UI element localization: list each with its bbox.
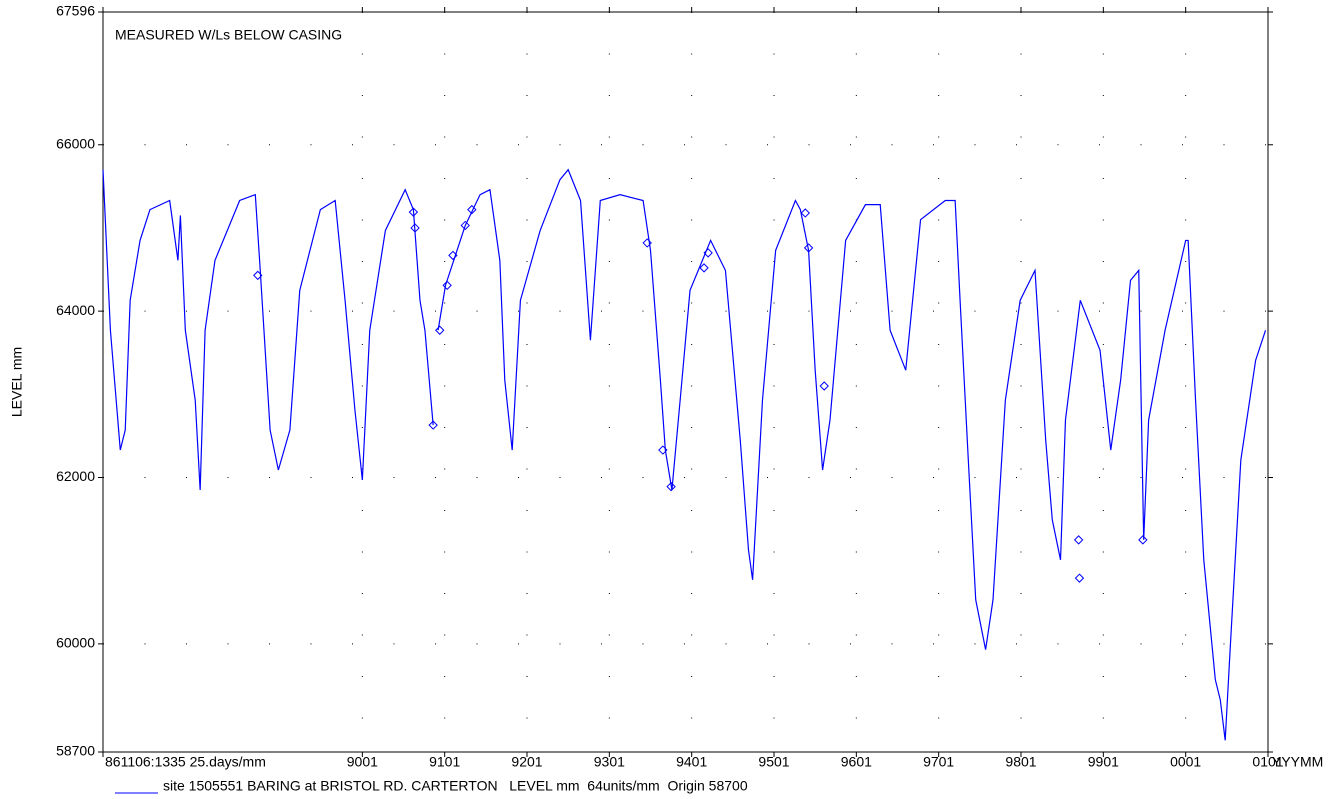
- marker: [658, 445, 668, 455]
- marker: [442, 280, 452, 291]
- x-tick-label: 9501: [758, 754, 789, 770]
- marker: [666, 481, 676, 492]
- marker: [703, 248, 713, 258]
- x-tick-label: 9201: [511, 754, 542, 770]
- marker: [1138, 535, 1148, 545]
- marker: [428, 420, 438, 430]
- marker: [467, 204, 477, 215]
- data-line: [102, 168, 1267, 741]
- marker: [253, 270, 263, 281]
- x-tick-label: 0001: [1170, 754, 1201, 770]
- x-tick-label: 9701: [923, 754, 954, 770]
- legend-label: site 1505551 BARING at BRISTOL RD. CARTE…: [163, 778, 748, 794]
- y-tick-label: 64000: [56, 302, 95, 318]
- marker: [1073, 535, 1084, 545]
- marker: [803, 243, 814, 253]
- marker: [460, 220, 470, 231]
- marker: [410, 223, 420, 233]
- marker: [642, 238, 652, 248]
- marker: [435, 325, 445, 335]
- marker: [408, 207, 419, 217]
- marker: [800, 208, 811, 218]
- marker: [699, 263, 709, 273]
- annotation: MEASURED W/Ls BELOW CASING: [115, 27, 342, 43]
- y-tick-label: 58700: [56, 743, 95, 759]
- y-tick-label: 67596: [56, 3, 95, 19]
- marker: [819, 381, 829, 391]
- y-tick-label: 62000: [56, 468, 95, 484]
- x-tick-label: 9001: [347, 754, 378, 770]
- y-tick-label: 60000: [56, 635, 95, 651]
- marker: [1074, 573, 1085, 583]
- x-tick-label: 861106:1335 25.days/mm: [105, 754, 266, 770]
- y-tick-label: 66000: [56, 135, 95, 151]
- x-tick-label: 9101: [429, 754, 460, 770]
- x-tick-label: 9301: [594, 754, 625, 770]
- x-tick-label: 9901: [1088, 754, 1119, 770]
- y-axis-label: LEVEL mm: [9, 347, 25, 417]
- x-tick-label: 0101: [1252, 754, 1283, 770]
- x-tick-label: 9801: [1005, 754, 1036, 770]
- x-tick-label: 9401: [676, 754, 707, 770]
- plot-frame: [102, 11, 1269, 753]
- marker: [448, 250, 458, 261]
- x-tick-label: 9601: [841, 754, 872, 770]
- x-axis-label: YYYMM: [1272, 754, 1323, 770]
